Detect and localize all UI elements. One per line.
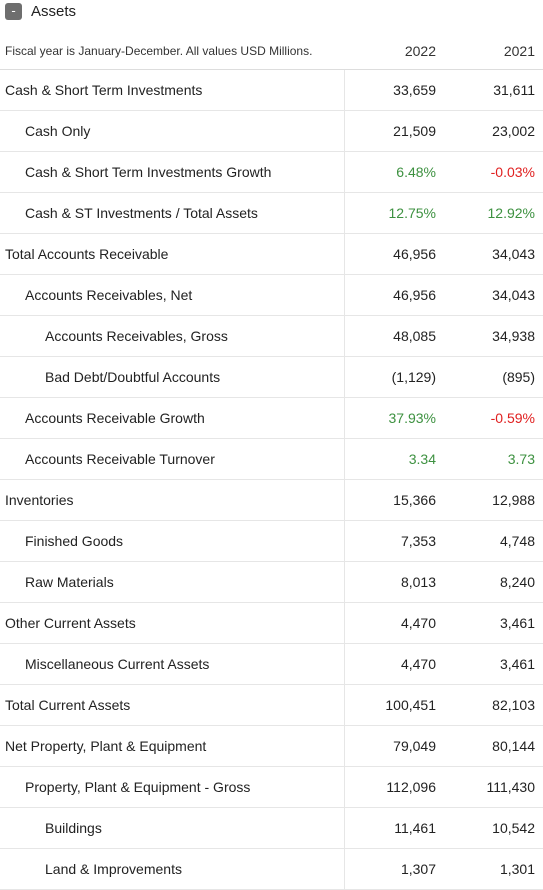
row-label: Finished Goods xyxy=(0,520,345,562)
table-body: Cash & Short Term Investments 33,659 31,61… xyxy=(0,69,543,890)
value-2021: 80,144 xyxy=(444,725,543,767)
value-2022: 4,470 xyxy=(344,602,444,644)
row-label: Accounts Receivable Growth xyxy=(0,397,345,439)
table-row: Total Accounts Receivable 46,956 34,043 xyxy=(0,233,543,275)
table-row: Land & Improvements 1,307 1,301 xyxy=(0,848,543,890)
value-2021: 23,002 xyxy=(444,110,543,152)
table-row: Net Property, Plant & Equipment 79,049 80,… xyxy=(0,725,543,767)
value-2021: 10,542 xyxy=(444,807,543,849)
value-2022: (1,129) xyxy=(344,356,444,398)
value-2022: 79,049 xyxy=(344,725,444,767)
row-label: Land & Improvements xyxy=(0,848,345,890)
value-2022: 100,451 xyxy=(344,684,444,726)
row-label: Cash & Short Term Investments Growth xyxy=(0,151,345,193)
table-row: Other Current Assets 4,470 3,461 xyxy=(0,602,543,644)
table-row: Accounts Receivable Growth 37.93% -0.59% xyxy=(0,397,543,439)
row-label: Accounts Receivables, Net xyxy=(0,274,345,316)
row-label: Raw Materials xyxy=(0,561,345,603)
row-label: Total Accounts Receivable xyxy=(0,233,345,275)
row-label: Accounts Receivable Turnover xyxy=(0,438,345,480)
table-row: Cash & ST Investments / Total Assets 12.7… xyxy=(0,192,543,234)
value-2022: 48,085 xyxy=(344,315,444,357)
value-2021: 12,988 xyxy=(444,479,543,521)
value-2022: 4,470 xyxy=(344,643,444,685)
value-2021: 34,043 xyxy=(444,233,543,275)
value-2022: 46,956 xyxy=(344,233,444,275)
value-2021: -0.03% xyxy=(444,151,543,193)
table-row: Accounts Receivables, Net 46,956 34,043 xyxy=(0,274,543,316)
value-2021: 3,461 xyxy=(444,602,543,644)
value-2021: 3.73 xyxy=(444,438,543,480)
value-2021: 12.92% xyxy=(444,192,543,234)
table-row: Cash & Short Term Investments 33,659 31,61… xyxy=(0,69,543,111)
value-2022: 7,353 xyxy=(344,520,444,562)
value-2022: 11,461 xyxy=(344,807,444,849)
row-label: Miscellaneous Current Assets xyxy=(0,643,345,685)
row-label: Other Current Assets xyxy=(0,602,345,644)
year-header-2021: 2021 xyxy=(444,33,543,70)
collapse-button[interactable]: - xyxy=(5,3,22,20)
table-row: Inventories 15,366 12,988 xyxy=(0,479,543,521)
section-title: Assets xyxy=(31,3,77,20)
value-2022: 33,659 xyxy=(344,69,444,111)
value-2021: 111,430 xyxy=(444,766,543,808)
financials-table: Fiscal year is January-December. All val… xyxy=(0,33,543,890)
table-header-row: Fiscal year is January-December. All val… xyxy=(0,33,543,70)
section-header: - Assets xyxy=(0,0,543,26)
value-2022: 8,013 xyxy=(344,561,444,603)
table-row: Accounts Receivables, Gross 48,085 34,938 xyxy=(0,315,543,357)
row-label: Cash & ST Investments / Total Assets xyxy=(0,192,345,234)
row-label: Inventories xyxy=(0,479,345,521)
value-2022: 112,096 xyxy=(344,766,444,808)
value-2021: 4,748 xyxy=(444,520,543,562)
value-2022: 12.75% xyxy=(344,192,444,234)
table-row: Miscellaneous Current Assets 4,470 3,461 xyxy=(0,643,543,685)
row-label: Bad Debt/Doubtful Accounts xyxy=(0,356,345,398)
value-2022: 37.93% xyxy=(344,397,444,439)
value-2021: 34,938 xyxy=(444,315,543,357)
value-2021: 31,611 xyxy=(444,69,543,111)
value-2021: 1,301 xyxy=(444,848,543,890)
value-2022: 15,366 xyxy=(344,479,444,521)
value-2022: 46,956 xyxy=(344,274,444,316)
value-2022: 21,509 xyxy=(344,110,444,152)
fiscal-note: Fiscal year is January-December. All val… xyxy=(0,33,344,70)
value-2021: 3,461 xyxy=(444,643,543,685)
table-row: Accounts Receivable Turnover 3.34 3.73 xyxy=(0,438,543,480)
table-row: Raw Materials 8,013 8,240 xyxy=(0,561,543,603)
table-row: Buildings 11,461 10,542 xyxy=(0,807,543,849)
value-2022: 1,307 xyxy=(344,848,444,890)
table-row: Property, Plant & Equipment - Gross 112,0… xyxy=(0,766,543,808)
row-label: Net Property, Plant & Equipment xyxy=(0,725,345,767)
row-label: Cash & Short Term Investments xyxy=(0,69,345,111)
value-2021: 34,043 xyxy=(444,274,543,316)
value-2021: -0.59% xyxy=(444,397,543,439)
value-2021: (895) xyxy=(444,356,543,398)
row-label: Accounts Receivables, Gross xyxy=(0,315,345,357)
value-2021: 8,240 xyxy=(444,561,543,603)
row-label: Cash Only xyxy=(0,110,345,152)
row-label: Total Current Assets xyxy=(0,684,345,726)
table-row: Bad Debt/Doubtful Accounts (1,129) (895) xyxy=(0,356,543,398)
row-label: Buildings xyxy=(0,807,345,849)
row-label: Property, Plant & Equipment - Gross xyxy=(0,766,345,808)
year-header-2022: 2022 xyxy=(344,33,444,70)
table-row: Cash & Short Term Investments Growth 6.48… xyxy=(0,151,543,193)
value-2022: 6.48% xyxy=(344,151,444,193)
table-row: Total Current Assets 100,451 82,103 xyxy=(0,684,543,726)
value-2022: 3.34 xyxy=(344,438,444,480)
value-2021: 82,103 xyxy=(444,684,543,726)
table-row: Cash Only 21,509 23,002 xyxy=(0,110,543,152)
table-row: Finished Goods 7,353 4,748 xyxy=(0,520,543,562)
